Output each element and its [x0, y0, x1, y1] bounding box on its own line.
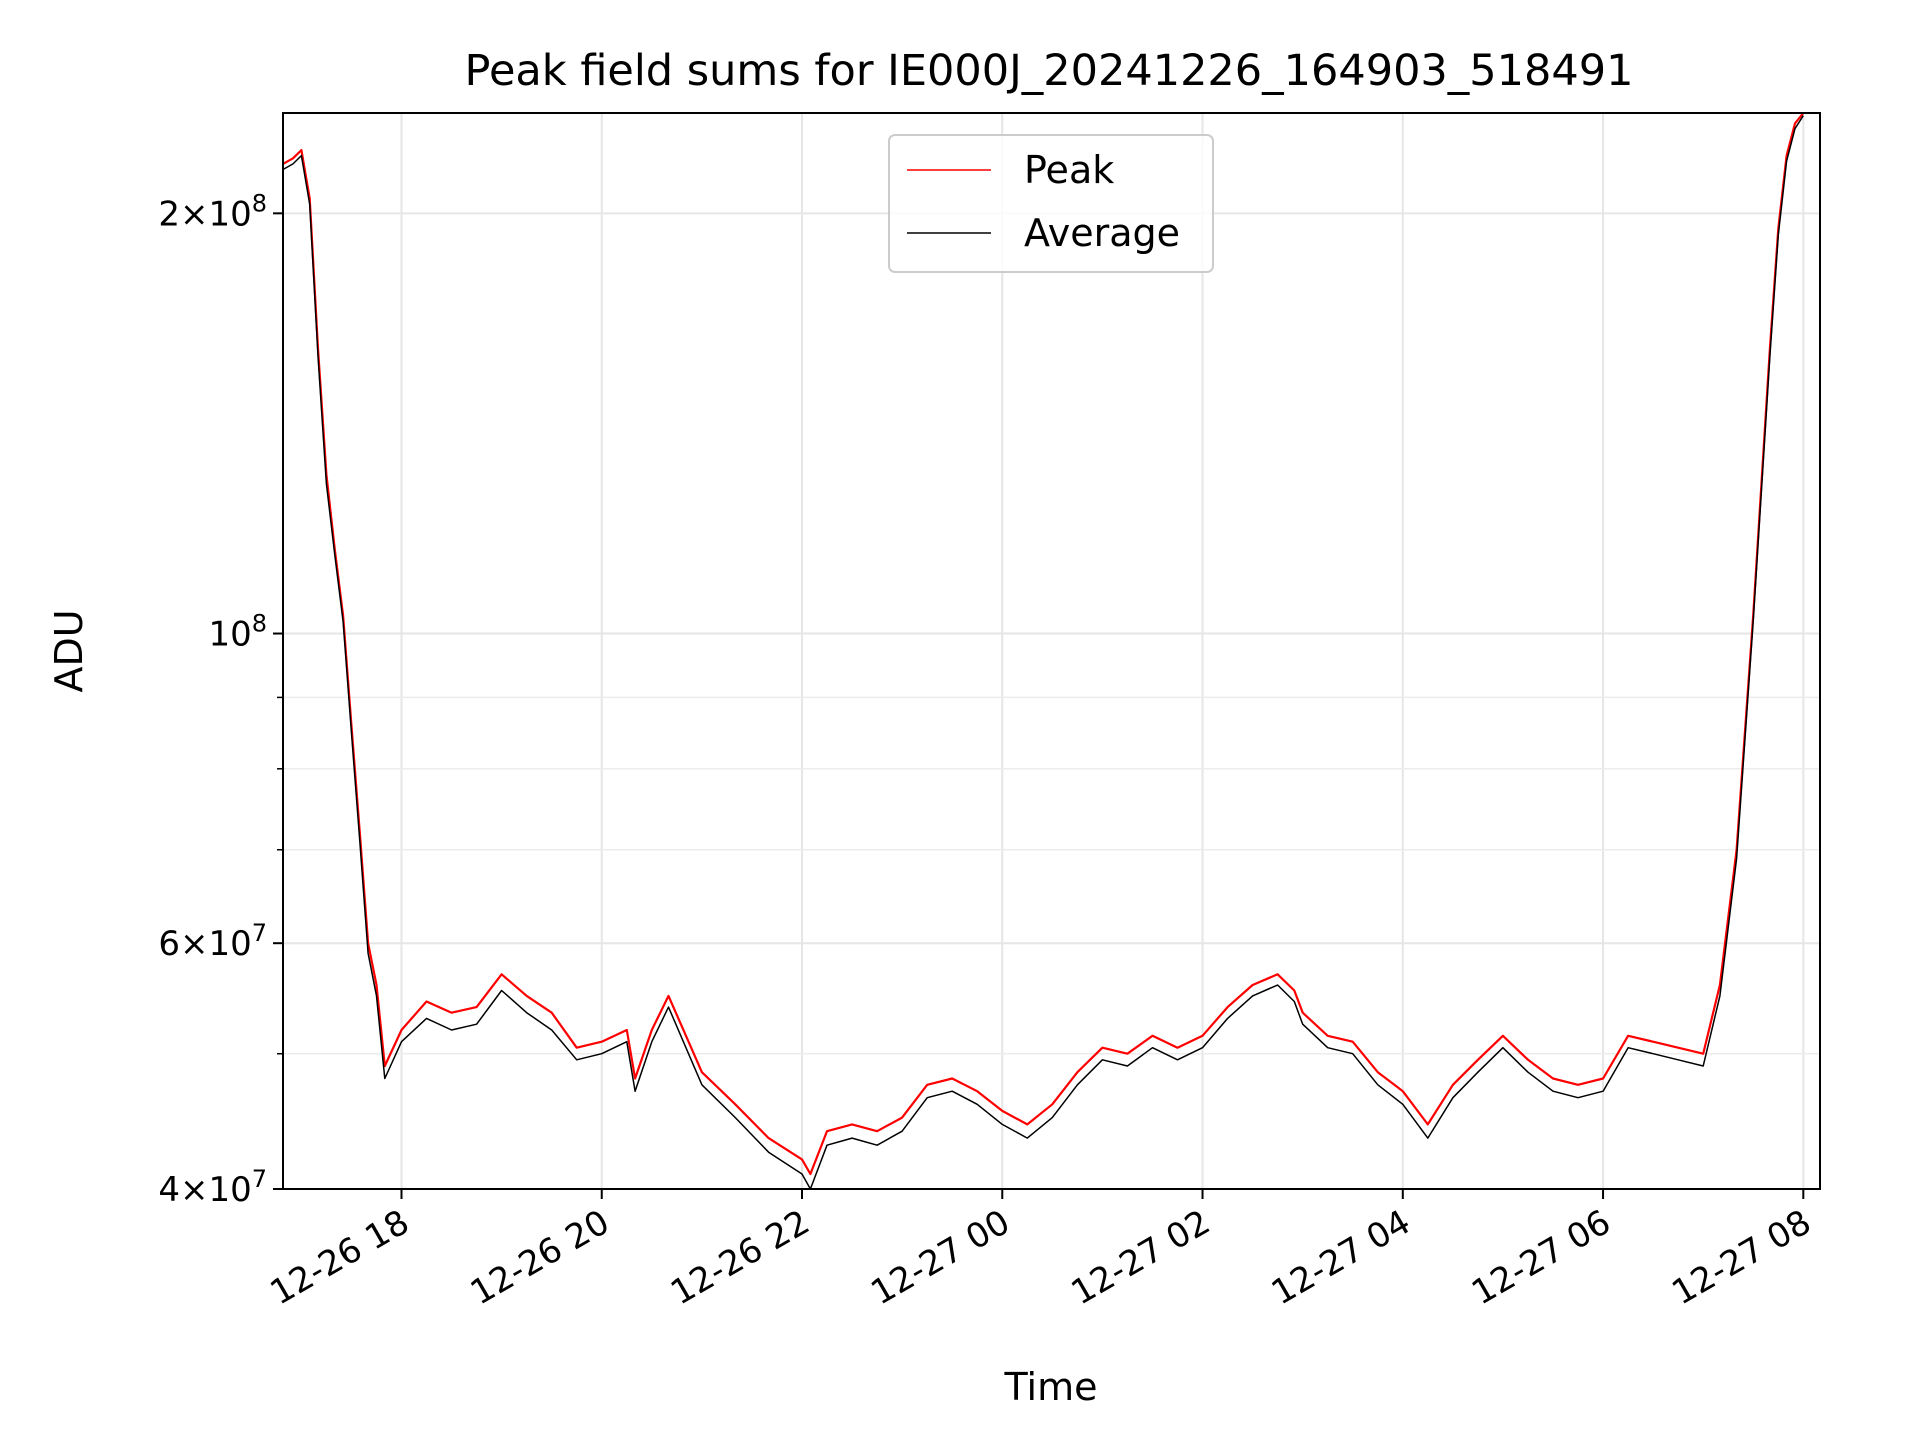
y-tick-label: 108	[208, 610, 267, 655]
legend-label-peak: Peak	[1024, 148, 1114, 192]
y-tick-label: 2×108	[158, 189, 267, 234]
y-tick-label: 6×107	[158, 919, 267, 964]
series-layer	[282, 112, 1805, 1190]
series-line-average	[282, 115, 1804, 1190]
legend: Peak Average	[888, 134, 1214, 273]
chart-title: Peak field sums for IE000J_20241226_1649…	[465, 46, 1634, 96]
y-axis-ticks: 4×107 6×107 108 2×108	[158, 189, 283, 1210]
y-axis-label: ADU	[47, 609, 91, 692]
series-line-peak	[282, 112, 1805, 1176]
legend-label-average: Average	[1024, 211, 1180, 255]
axes-frame	[282, 112, 1821, 1190]
y-tick-label: 4×107	[158, 1165, 267, 1210]
legend-box	[888, 134, 1214, 273]
x-axis-label: Time	[1004, 1365, 1098, 1409]
